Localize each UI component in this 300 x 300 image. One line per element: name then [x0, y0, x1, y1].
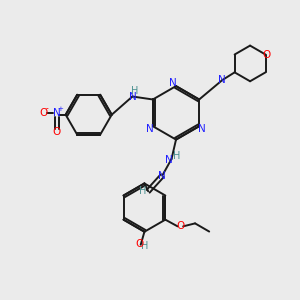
Text: O: O [52, 127, 61, 137]
Text: N: N [165, 155, 172, 165]
Text: N: N [146, 124, 154, 134]
Text: O: O [39, 108, 47, 118]
Text: N: N [158, 171, 165, 182]
Text: N: N [198, 124, 206, 134]
Text: -: - [46, 104, 49, 113]
Text: H: H [139, 186, 147, 196]
Text: N: N [53, 108, 61, 118]
Text: O: O [262, 50, 270, 59]
Text: N: N [169, 78, 177, 88]
Text: H: H [131, 86, 138, 96]
Text: H: H [173, 151, 180, 161]
Text: O: O [176, 220, 184, 231]
Text: N: N [128, 92, 136, 101]
Text: +: + [58, 106, 63, 112]
Text: O: O [135, 239, 143, 249]
Text: H: H [141, 241, 148, 251]
Text: N: N [218, 75, 226, 85]
